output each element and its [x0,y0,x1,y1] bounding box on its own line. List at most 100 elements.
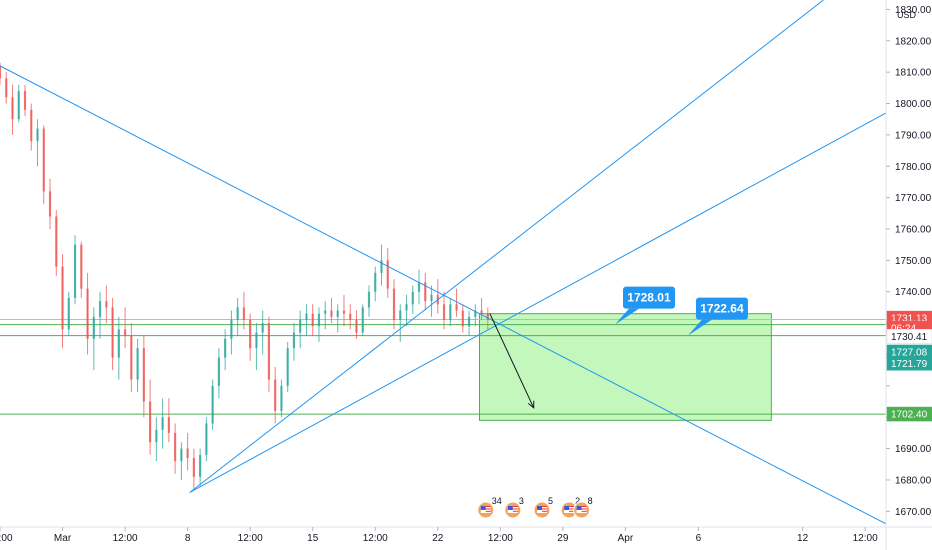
candle-body [111,307,114,358]
callout-box[interactable] [622,286,675,309]
candle-body [474,310,477,317]
candle-body [461,310,464,327]
candle-body [48,191,52,217]
y-tick-label: 1750.00 [895,256,932,267]
candle-body [80,244,83,289]
y-tick-label: 1740.00 [895,287,932,298]
candle-body [117,329,120,358]
candle-body [155,429,158,443]
candle-body [330,310,333,317]
candle-body [180,448,183,462]
candle-body [161,417,164,430]
us-flag-canton [537,506,543,510]
candle-body [424,282,427,302]
forecast-arrow-head [527,400,535,409]
x-tick-label: 22 [432,533,444,544]
y-tick-label: 1820.00 [895,36,932,47]
candle-body [136,348,139,380]
x-tick-label: Apr [618,533,634,544]
candle-body [36,128,39,142]
y-tick-label: 1770.00 [895,193,932,204]
x-tick-label: 6 [696,533,702,544]
y-tick-label: 1780.00 [895,162,932,173]
price-tag[interactable] [886,406,932,422]
candle-body [142,348,145,402]
us-flag-stripe [512,508,518,510]
candle-body [486,313,489,320]
candle-body [230,319,233,339]
us-flag-stripe [542,506,548,507]
candle-body [430,294,433,302]
candle-body [255,332,258,349]
us-flag-stripe [569,508,575,510]
candle-body [380,260,383,273]
candle-body [249,319,252,349]
trendline[interactable] [189,112,887,493]
candle-body [399,310,402,320]
candle-body [123,329,127,336]
candle-body [467,316,471,327]
candle-body [317,313,321,327]
target-zone[interactable] [478,313,772,421]
candle-body [274,379,277,411]
us-flag-stripe [485,506,491,507]
candle-body [342,310,346,314]
us-flag-stripe [485,510,491,512]
price-tag[interactable] [886,356,932,371]
us-flag-stripe [512,506,518,507]
us-flag-stripe [581,506,587,507]
candle-body [242,307,246,320]
event-flag-icon[interactable]: 8 [573,496,593,519]
x-tick-label: 12:00 [0,533,13,544]
trendline[interactable] [0,65,887,525]
us-flag-stripe [569,506,575,507]
candle-body [61,266,64,330]
candle-body [311,313,314,327]
y-tick-label: 1790.00 [895,130,932,141]
candle-body [355,319,358,333]
event-count: 8 [588,496,593,506]
y-tick-label: 1830.00 [895,5,932,16]
candle-body [205,423,208,455]
event-flag-icon[interactable]: 34 [477,496,502,519]
candle-body [0,65,2,79]
candle-body [167,417,170,433]
us-flag-stripe [581,510,587,512]
candle-body [98,301,102,317]
candle-body [386,260,389,289]
candle-body [286,348,289,386]
candle-body [280,385,283,411]
event-flag-icon[interactable]: 5 [533,496,553,519]
forecast-arrow[interactable] [489,313,535,409]
candle-body [480,310,483,314]
candle-body [42,128,45,192]
callout-box[interactable] [695,297,748,320]
candle-body [405,304,408,311]
candle-body [236,307,239,320]
price-tag-label: 1702.40 [891,410,928,421]
candle-body [11,97,14,120]
candle-body [105,301,108,308]
candle-body [224,338,227,358]
candle-body [292,332,296,349]
us-flag-stripe [581,508,587,510]
candle-body [455,304,458,311]
callout-label: 1722.64 [700,302,744,316]
candle-body [148,401,152,443]
candle-body [392,288,396,320]
price-tag-label: 1730.41 [891,332,928,343]
price-tag[interactable] [886,329,932,344]
candle-body [73,244,77,299]
price-tag-label: 1727.08 [891,347,928,358]
trendline[interactable] [189,0,824,493]
event-flag-icon[interactable]: 2 [560,496,580,519]
candle-body [261,323,264,333]
event-flag-icon[interactable]: 3 [504,496,524,519]
x-tick-label: 12:00 [853,533,878,544]
x-tick-label: 8 [185,533,191,544]
candle-body [199,454,202,477]
us-flag-canton [507,506,513,510]
candle-body [267,323,271,380]
candle-body [30,109,33,142]
